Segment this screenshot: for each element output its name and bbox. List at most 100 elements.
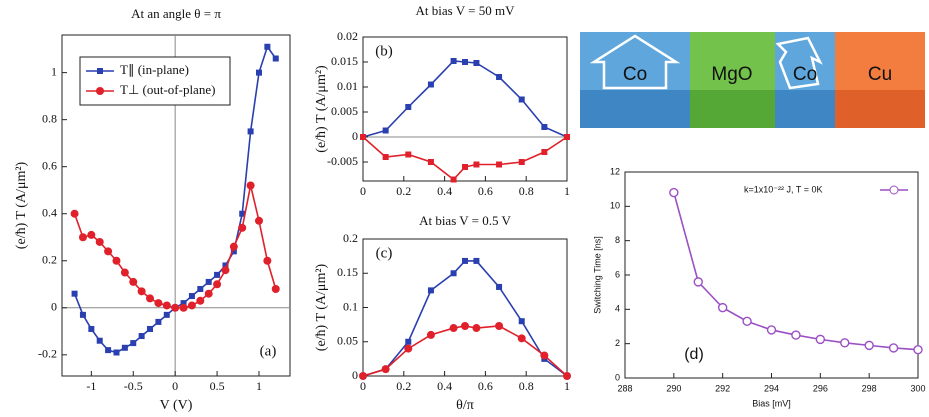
point bbox=[405, 151, 412, 158]
point bbox=[154, 299, 163, 308]
point bbox=[79, 311, 86, 318]
point bbox=[518, 318, 525, 325]
point bbox=[717, 302, 728, 313]
panel-label: (d) bbox=[684, 346, 704, 363]
x-axis-label: Bias [mV] bbox=[752, 398, 791, 408]
y-tick-label: 0 bbox=[615, 372, 620, 382]
point bbox=[496, 74, 503, 80]
legend-marker bbox=[96, 87, 104, 95]
point bbox=[96, 337, 103, 344]
x-tick-label: 0.6 bbox=[478, 379, 493, 393]
point bbox=[462, 164, 468, 170]
point bbox=[791, 330, 801, 340]
legend-label: k=1x10⁻²² J, T = 0K bbox=[744, 184, 822, 194]
y-tick-label: 8 bbox=[615, 235, 620, 245]
point bbox=[864, 340, 874, 351]
point bbox=[138, 333, 145, 340]
layer-bottom bbox=[775, 90, 835, 128]
y-tick-label: 0 bbox=[352, 368, 358, 382]
series-line bbox=[673, 192, 919, 351]
y-tick-label: 12 bbox=[610, 166, 620, 176]
layer-label: Co bbox=[793, 64, 817, 85]
panel: -1 -0.5 0 0.5 1 -0.2 0 0.2 0.4 0.6 0.8 1 At an angle… bbox=[14, 6, 291, 413]
layer-bottom bbox=[690, 90, 775, 128]
point bbox=[359, 372, 367, 380]
y-tick-label: 0.6 bbox=[42, 158, 57, 172]
point bbox=[146, 294, 155, 303]
x-tick-label: 0.6 bbox=[478, 184, 493, 198]
point bbox=[405, 338, 412, 345]
y-tick-label: 0.005 bbox=[331, 104, 358, 118]
point bbox=[382, 154, 389, 160]
chart-title: At bias V = 0.5 V bbox=[419, 213, 511, 228]
point bbox=[742, 316, 752, 327]
chart-title: At bias V = 50 mV bbox=[416, 3, 516, 18]
y-tick-label: 0.8 bbox=[42, 111, 57, 125]
x-tick-label: 0 bbox=[172, 379, 178, 393]
point bbox=[78, 233, 87, 242]
point bbox=[272, 55, 279, 62]
point bbox=[204, 289, 213, 298]
point bbox=[517, 334, 526, 343]
point bbox=[221, 266, 230, 275]
y-tick-label: 0.4 bbox=[42, 205, 57, 219]
point bbox=[246, 181, 255, 190]
x-tick-label: -1 bbox=[86, 379, 96, 393]
y-tick-label: 0 bbox=[352, 129, 358, 143]
y-tick-label: 0.2 bbox=[42, 253, 57, 267]
y-axis-label: (e/ħ) T (A/μm²) bbox=[14, 161, 29, 249]
plot-frame bbox=[61, 34, 291, 377]
plot-frame bbox=[362, 36, 568, 182]
legend-box bbox=[79, 56, 231, 106]
x-tick-label: 288 bbox=[617, 383, 632, 393]
point bbox=[239, 210, 246, 217]
x-tick-label: 0.2 bbox=[396, 379, 411, 393]
point bbox=[196, 296, 205, 305]
point bbox=[70, 209, 79, 218]
y-tick-label: 1 bbox=[51, 64, 57, 78]
point bbox=[382, 127, 389, 134]
point bbox=[197, 285, 204, 292]
x-tick-label: 0.8 bbox=[519, 184, 534, 198]
point bbox=[113, 349, 120, 356]
point bbox=[155, 318, 162, 325]
layer-label: Co bbox=[623, 64, 647, 85]
point bbox=[87, 230, 96, 239]
point bbox=[462, 257, 468, 264]
point bbox=[213, 280, 222, 289]
panel-label: (c) bbox=[376, 245, 393, 261]
y-tick-label: 2 bbox=[615, 338, 620, 348]
panel-label: (a) bbox=[260, 343, 277, 359]
point bbox=[171, 303, 180, 312]
chart-title: At an angle θ = π bbox=[131, 6, 221, 21]
point bbox=[263, 256, 272, 265]
plot-frame bbox=[624, 171, 919, 379]
point bbox=[462, 59, 468, 65]
point bbox=[104, 247, 113, 256]
point bbox=[205, 278, 212, 285]
point bbox=[255, 69, 262, 76]
y-tick-label: 0.2 bbox=[343, 231, 358, 245]
y-tick-label: 0.05 bbox=[337, 334, 358, 348]
magnetization-arrow bbox=[589, 34, 681, 90]
y-tick-label: 0.01 bbox=[337, 79, 358, 93]
point bbox=[271, 284, 280, 293]
point bbox=[264, 43, 271, 50]
point bbox=[230, 248, 237, 255]
y-tick-label: -0.2 bbox=[38, 347, 57, 361]
point bbox=[450, 270, 457, 277]
point bbox=[405, 104, 412, 110]
point bbox=[188, 293, 195, 300]
y-tick-label: 0 bbox=[51, 300, 57, 314]
y-tick-label: 6 bbox=[615, 269, 620, 279]
point bbox=[129, 277, 138, 286]
x-tick-label: 296 bbox=[813, 383, 828, 393]
point bbox=[71, 290, 78, 297]
point bbox=[693, 277, 703, 287]
point bbox=[564, 134, 570, 140]
legend-label: T⊥ (out-of-plane) bbox=[120, 82, 215, 97]
point bbox=[427, 159, 434, 165]
x-tick-label: 0.4 bbox=[437, 184, 452, 198]
point bbox=[449, 324, 458, 333]
point bbox=[360, 134, 366, 140]
